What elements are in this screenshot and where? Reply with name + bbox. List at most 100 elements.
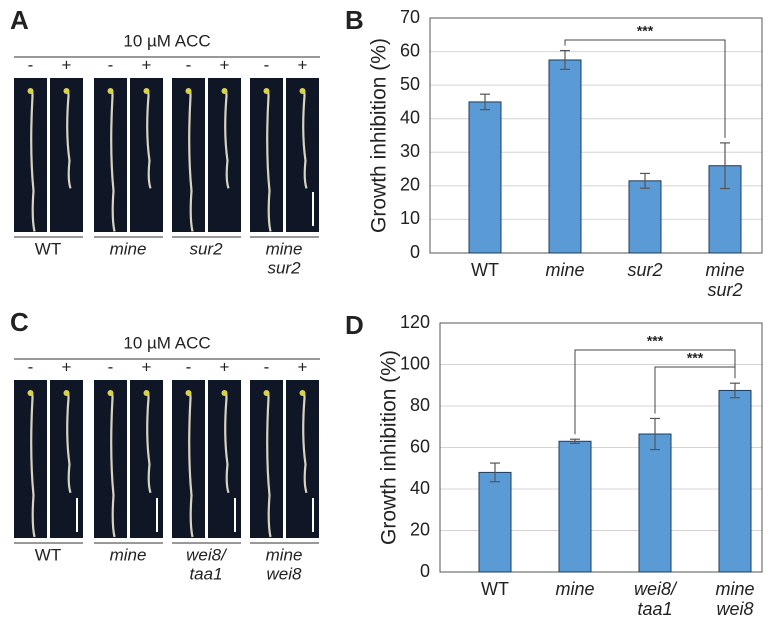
seedling-photo bbox=[286, 78, 319, 232]
y-tick-label: 40 bbox=[400, 107, 420, 127]
genotype-label: mine bbox=[110, 545, 147, 564]
genotype-label: sur2 bbox=[267, 258, 301, 277]
cotyledon bbox=[299, 390, 306, 396]
significance-label: *** bbox=[687, 350, 704, 366]
bar bbox=[558, 440, 592, 573]
seedling-photo bbox=[130, 380, 163, 538]
condition-label: - bbox=[264, 55, 270, 74]
cotyledon bbox=[185, 88, 192, 94]
bar bbox=[548, 59, 582, 254]
treatment-label: 10 µM ACC bbox=[123, 333, 210, 352]
error-bar bbox=[480, 93, 490, 111]
seedling-photo bbox=[208, 380, 241, 538]
error-bar bbox=[730, 382, 740, 399]
y-tick-label: 40 bbox=[410, 478, 430, 498]
condition-label: - bbox=[108, 357, 114, 376]
condition-label: + bbox=[298, 357, 308, 376]
y-tick-label: 20 bbox=[410, 519, 430, 539]
cotyledon bbox=[27, 390, 34, 396]
y-tick-label: 70 bbox=[400, 7, 420, 27]
x-tick-label: mine bbox=[715, 579, 754, 599]
significance-label: *** bbox=[637, 23, 654, 39]
genotype-label: mine bbox=[266, 545, 303, 564]
x-tick-label: sur2 bbox=[707, 280, 742, 300]
y-tick-label: 60 bbox=[410, 436, 430, 456]
seedling-photo bbox=[50, 380, 83, 538]
seedling-photo bbox=[130, 78, 163, 232]
error-bar bbox=[570, 438, 580, 444]
x-tick-label: mine bbox=[705, 260, 744, 280]
error-bar bbox=[650, 417, 660, 451]
significance-label: *** bbox=[647, 333, 664, 349]
condition-label: + bbox=[62, 55, 72, 74]
panel-letter: B bbox=[345, 5, 364, 35]
cotyledon bbox=[263, 390, 270, 396]
error-bar bbox=[640, 172, 650, 189]
condition-label: + bbox=[298, 55, 308, 74]
condition-label: - bbox=[108, 55, 114, 74]
y-tick-label: 100 bbox=[400, 353, 430, 373]
cotyledon bbox=[221, 390, 228, 396]
y-tick-label: 80 bbox=[410, 395, 430, 415]
y-tick-label: 10 bbox=[400, 208, 420, 228]
cotyledon bbox=[27, 88, 34, 94]
genotype-label: WT bbox=[35, 239, 61, 258]
condition-label: + bbox=[142, 55, 152, 74]
x-tick-label: mine bbox=[545, 260, 584, 280]
significance-bracket bbox=[564, 39, 726, 138]
cotyledon bbox=[143, 390, 150, 396]
genotype-label: wei8/ bbox=[186, 545, 228, 564]
genotype-label: mine bbox=[110, 239, 147, 258]
bar bbox=[638, 433, 672, 573]
plot-frame bbox=[439, 322, 763, 573]
significance-bracket bbox=[654, 366, 736, 414]
y-tick-label: 50 bbox=[400, 74, 420, 94]
panel-letter: A bbox=[10, 5, 29, 35]
bar bbox=[468, 101, 502, 254]
y-tick-label: 60 bbox=[400, 40, 420, 60]
y-tick-label: 20 bbox=[400, 175, 420, 195]
cotyledon bbox=[107, 390, 114, 396]
plot-frame bbox=[429, 17, 763, 254]
condition-label: - bbox=[264, 357, 270, 376]
cotyledon bbox=[107, 88, 114, 94]
condition-label: + bbox=[62, 357, 72, 376]
x-tick-label: WT bbox=[471, 260, 499, 280]
cotyledon bbox=[143, 88, 150, 94]
y-tick-label: 0 bbox=[420, 561, 430, 581]
error-bar bbox=[720, 142, 730, 190]
genotype-label: mine bbox=[266, 239, 303, 258]
error-bar bbox=[560, 49, 570, 70]
y-axis-label: Growth inhibition (%) bbox=[368, 38, 391, 233]
cotyledon bbox=[63, 88, 70, 94]
y-tick-label: 120 bbox=[400, 312, 430, 332]
x-tick-label: WT bbox=[481, 579, 509, 599]
panel-letter: C bbox=[10, 307, 29, 337]
panel-letter: D bbox=[345, 310, 364, 340]
treatment-label: 10 µM ACC bbox=[123, 31, 210, 50]
cotyledon bbox=[299, 88, 306, 94]
cotyledon bbox=[221, 88, 228, 94]
cotyledon bbox=[185, 390, 192, 396]
x-tick-label: mine bbox=[555, 579, 594, 599]
seedling-photo bbox=[208, 78, 241, 232]
genotype-label: taa1 bbox=[189, 564, 222, 583]
genotype-label: sur2 bbox=[189, 239, 223, 258]
x-tick-label: wei8/ bbox=[634, 579, 678, 599]
seedling-photo bbox=[286, 380, 319, 538]
condition-label: + bbox=[220, 55, 230, 74]
condition-label: - bbox=[28, 55, 34, 74]
bar bbox=[718, 389, 752, 573]
significance-bracket bbox=[574, 349, 736, 435]
x-tick-label: sur2 bbox=[627, 260, 662, 280]
cotyledon bbox=[63, 390, 70, 396]
condition-label: - bbox=[186, 55, 192, 74]
x-tick-label: wei8 bbox=[716, 599, 753, 619]
genotype-label: WT bbox=[35, 545, 61, 564]
bar bbox=[628, 180, 662, 254]
genotype-label: wei8 bbox=[267, 564, 303, 583]
error-bar bbox=[490, 462, 500, 483]
bar bbox=[478, 471, 512, 573]
y-tick-label: 0 bbox=[410, 242, 420, 262]
